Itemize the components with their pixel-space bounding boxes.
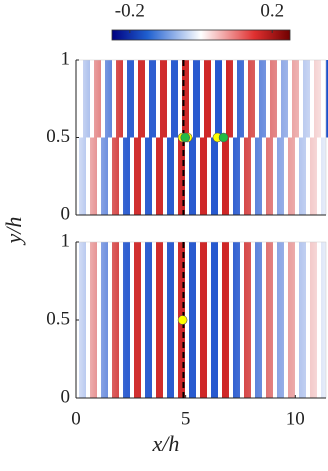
marker [180,132,191,143]
x-axis-label: x/h [152,431,180,456]
field-fade [76,242,326,398]
field-fade [76,60,326,215]
y-tick-label: 0 [61,203,71,224]
y-tick-label: 1 [61,230,71,251]
y-tick-label: 0 [61,386,71,407]
marker [218,132,229,143]
field [76,242,326,398]
y-tick-label: 1 [61,48,71,69]
x-tick-label: 5 [181,408,191,429]
field [76,60,328,215]
colorbar [111,29,291,41]
x-tick-label: 0 [71,408,81,429]
x-tick-label: 10 [286,408,305,429]
y-axis-label: y/h [1,217,26,246]
colorbar-tick-label: -0.2 [115,0,145,21]
y-tick-label: 0.5 [46,308,70,329]
marker [177,315,188,325]
colorbar-tick-label: 0.2 [260,0,284,21]
y-tick-label: 0.5 [46,126,70,147]
